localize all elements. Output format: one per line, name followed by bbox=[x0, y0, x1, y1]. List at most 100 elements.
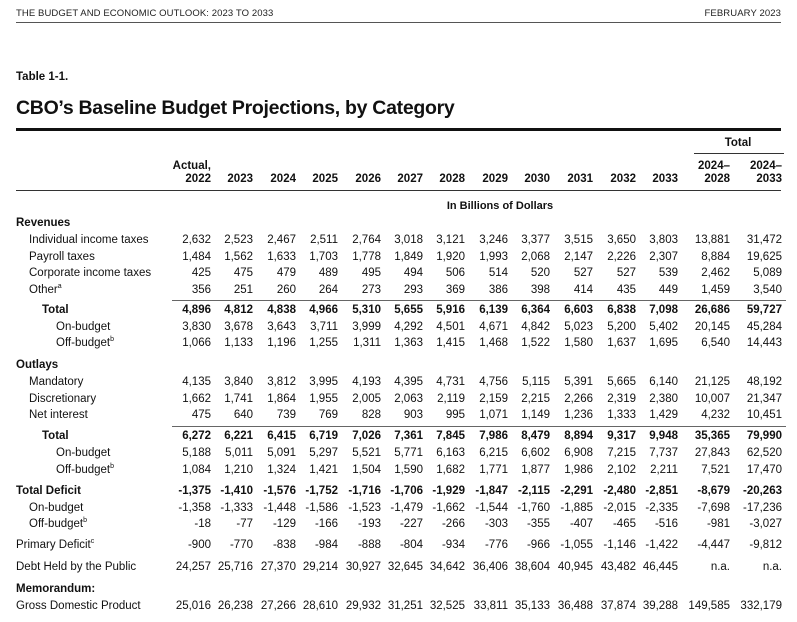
table-cell: -166 bbox=[314, 518, 338, 530]
table-cell: -984 bbox=[314, 539, 338, 551]
table-cell: -3,027 bbox=[749, 518, 782, 530]
table-cell: 30,927 bbox=[345, 561, 381, 573]
table-cell: 1,421 bbox=[309, 464, 338, 476]
column-header: 2024– 2028 bbox=[670, 160, 730, 186]
table-cell: -1,847 bbox=[475, 485, 508, 497]
table-cell: 6,272 bbox=[182, 430, 211, 442]
table-cell: 4,731 bbox=[436, 376, 465, 388]
table-cell: 527 bbox=[616, 267, 636, 279]
row-label-text: Net interest bbox=[29, 409, 88, 421]
table-cell: 29,214 bbox=[302, 561, 338, 573]
footnote-marker: a bbox=[57, 283, 62, 291]
table-cell: n.a. bbox=[710, 561, 730, 573]
table-cell: 17,470 bbox=[746, 464, 782, 476]
table-cell: 3,999 bbox=[352, 321, 381, 333]
table-cell: 9,948 bbox=[649, 430, 678, 442]
table-cell: 5,771 bbox=[394, 447, 423, 459]
table-cell: 1,415 bbox=[436, 337, 465, 349]
table-cell: 386 bbox=[488, 284, 508, 296]
table-cell: 995 bbox=[445, 409, 465, 421]
table-cell: 1,071 bbox=[479, 409, 508, 421]
table-cell: 1,993 bbox=[479, 251, 508, 263]
table-cell: -18 bbox=[194, 518, 211, 530]
column-header-line1 bbox=[618, 160, 678, 173]
table-cell: -1,146 bbox=[603, 539, 636, 551]
total-group-header: Total bbox=[724, 137, 752, 149]
table-cell: -9,812 bbox=[749, 539, 782, 551]
table-cell: 21,347 bbox=[746, 393, 782, 405]
table-cell: 7,521 bbox=[701, 464, 730, 476]
table-cell: 1,311 bbox=[353, 337, 381, 349]
row-label: Mandatory bbox=[16, 374, 83, 390]
table-cell: 449 bbox=[658, 284, 678, 296]
table-cell: -20,263 bbox=[742, 485, 782, 497]
table-row: Corporate income taxes 425 475 479 489 495 494… bbox=[16, 265, 786, 281]
table-cell: 25,716 bbox=[217, 561, 253, 573]
table-cell: 2,319 bbox=[607, 393, 636, 405]
table-cell: 414 bbox=[573, 284, 593, 296]
table-cell: 4,838 bbox=[267, 304, 296, 316]
table-cell: 1,849 bbox=[394, 251, 423, 263]
row-label: Gross Domestic Product bbox=[16, 598, 141, 614]
table-cell: -266 bbox=[441, 518, 465, 530]
table-cell: 2,005 bbox=[352, 393, 381, 405]
table-cell: 1,986 bbox=[564, 464, 593, 476]
table-cell: 5,089 bbox=[753, 267, 782, 279]
column-header-line1: 2024– bbox=[750, 160, 782, 172]
row-label: Payroll taxes bbox=[16, 249, 95, 265]
table-cell: -966 bbox=[526, 539, 550, 551]
column-header-line2: 2023 bbox=[227, 173, 253, 185]
table-cell: 2,523 bbox=[224, 234, 253, 246]
table-cell: 506 bbox=[445, 267, 465, 279]
header-rule bbox=[16, 22, 781, 23]
table-cell: 2,307 bbox=[649, 251, 678, 263]
table-cell: 2,102 bbox=[607, 464, 636, 476]
table-cell: -2,115 bbox=[518, 485, 550, 497]
table-cell: 34,642 bbox=[429, 561, 465, 573]
table-cell: 1,682 bbox=[436, 464, 465, 476]
table-cell: 6,215 bbox=[479, 447, 508, 459]
table-cell: -227 bbox=[399, 518, 423, 530]
table-cell: 1,741 bbox=[224, 393, 253, 405]
table-cell: -8,679 bbox=[697, 485, 730, 497]
table-cell: 828 bbox=[361, 409, 381, 421]
table-cell: 475 bbox=[233, 267, 253, 279]
table-cell: 4,671 bbox=[479, 321, 508, 333]
column-header-line2: 2027 bbox=[397, 173, 423, 185]
table-row: On-budget -1,358 -1,333 -1,448 -1,586 -1,523-… bbox=[16, 500, 786, 516]
table-cell: 739 bbox=[276, 409, 296, 421]
table-cell: 3,540 bbox=[753, 284, 782, 296]
table-cell: 1,468 bbox=[479, 337, 508, 349]
table-cell: -465 bbox=[612, 518, 636, 530]
table-cell: 1,637 bbox=[607, 337, 636, 349]
table-cell: 59,727 bbox=[746, 304, 782, 316]
table-cell: 32,645 bbox=[387, 561, 423, 573]
column-header: Actual, 2022 bbox=[151, 160, 211, 186]
table-cell: 264 bbox=[318, 284, 338, 296]
table-cell: 31,251 bbox=[387, 600, 423, 612]
table-cell: 640 bbox=[233, 409, 253, 421]
table-cell: -17,236 bbox=[742, 502, 782, 514]
table-cell: 37,874 bbox=[600, 600, 636, 612]
row-label-text: Payroll taxes bbox=[29, 251, 95, 263]
table-cell: -838 bbox=[272, 539, 296, 551]
row-label-text: On-budget bbox=[56, 321, 111, 333]
row-label: Net interest bbox=[16, 407, 88, 423]
table-cell: 369 bbox=[445, 284, 465, 296]
table-cell: -77 bbox=[236, 518, 253, 530]
table-cell: 2,380 bbox=[649, 393, 678, 405]
subtotal-rule bbox=[172, 300, 786, 301]
row-label-text: Individual income taxes bbox=[29, 234, 149, 246]
table-cell: 5,391 bbox=[564, 376, 593, 388]
table-cell: 4,812 bbox=[224, 304, 253, 316]
column-header: 2026 bbox=[321, 160, 381, 186]
table-cell: 1,633 bbox=[267, 251, 296, 263]
table-cell: 45,284 bbox=[746, 321, 782, 333]
row-label-text: Primary Deficit bbox=[16, 539, 91, 551]
table-cell: 475 bbox=[191, 409, 211, 421]
table-cell: 1,580 bbox=[564, 337, 593, 349]
table-cell: 2,211 bbox=[650, 464, 678, 476]
total-group-rule bbox=[694, 153, 784, 154]
table-cell: 2,068 bbox=[521, 251, 550, 263]
table-cell: -2,480 bbox=[603, 485, 636, 497]
